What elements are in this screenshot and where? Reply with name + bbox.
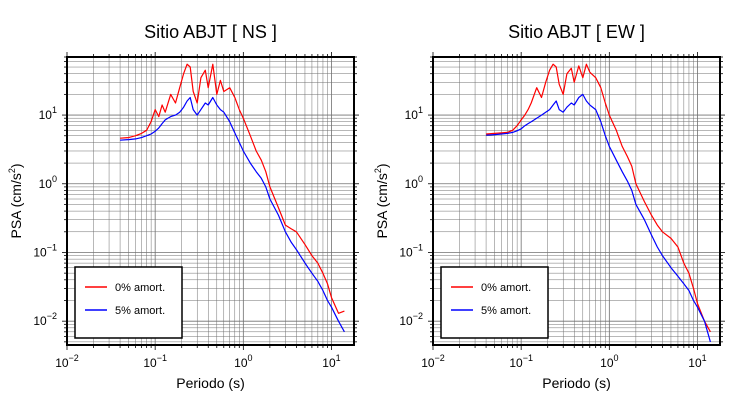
- series-line-amort-0: [486, 63, 711, 333]
- x-tick-label: 100: [234, 353, 252, 370]
- legend: 0% amort. 5% amort.: [440, 266, 549, 339]
- x-tick-label: 101: [322, 353, 340, 370]
- legend-box: [440, 266, 549, 339]
- y-tick-label: 10−2: [33, 311, 57, 328]
- series-line-amort-0: [120, 63, 345, 314]
- y-tick-label: 10−2: [399, 311, 423, 328]
- y-axis-label: PSA (cm/s2): [7, 163, 24, 238]
- legend-label: 0% amort.: [481, 282, 531, 294]
- x-tick-label: 101: [688, 353, 706, 370]
- x-tick-label: 10−2: [421, 353, 445, 370]
- plot-frame: [432, 56, 721, 346]
- x-axis-label: Periodo (s): [176, 375, 244, 391]
- x-tick-label: 10−1: [143, 353, 167, 370]
- y-tick-label: 10−1: [399, 242, 423, 259]
- plot-frame: [66, 56, 355, 346]
- legend-label: 0% amort.: [115, 282, 165, 294]
- series-line-amort-5: [120, 96, 345, 333]
- series-line-amort-5: [486, 93, 711, 343]
- grid: [62, 52, 359, 350]
- legend: 0% amort. 5% amort.: [74, 266, 183, 339]
- chart-panel-1: 10−2 10−1 100 101 10−2 10−1 100 101 Sitio ABJT […: [373, 22, 725, 391]
- y-tick-label: 10−1: [33, 242, 57, 259]
- x-tick-label: 100: [600, 353, 618, 370]
- chart-panel-0: 10−2 10−1 100 101 10−2 10−1 100 101 Sitio ABJT […: [7, 22, 359, 391]
- y-tick-label: 100: [405, 174, 423, 191]
- y-axis-label: PSA (cm/s2): [373, 163, 390, 238]
- legend-label: 5% amort.: [481, 305, 531, 317]
- x-tick-label: 10−1: [509, 353, 533, 370]
- legend-label: 5% amort.: [115, 305, 165, 317]
- chart-title: Sitio ABJT [ NS ]: [144, 22, 277, 42]
- x-axis-label: Periodo (s): [542, 375, 610, 391]
- y-tick-label: 101: [405, 105, 423, 122]
- y-tick-label: 100: [39, 174, 57, 191]
- x-tick-label: 10−2: [55, 353, 79, 370]
- chart-title: Sitio ABJT [ EW ]: [508, 22, 645, 42]
- legend-box: [74, 266, 183, 339]
- y-tick-label: 101: [39, 105, 57, 122]
